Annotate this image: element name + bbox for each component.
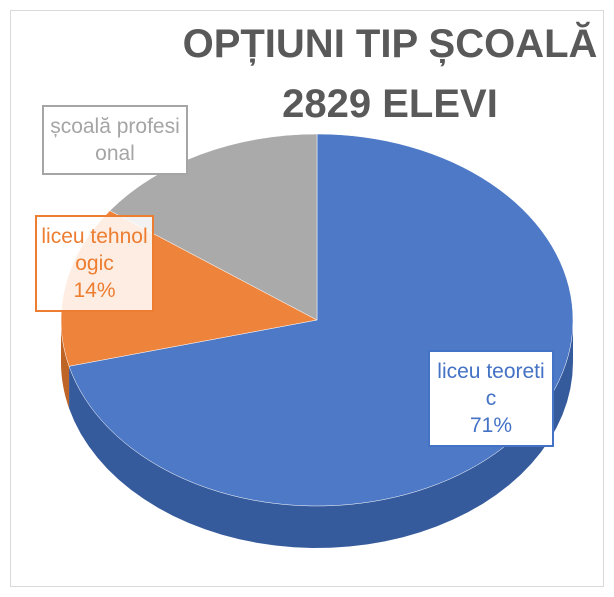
pie-slice-side [61, 320, 70, 409]
data-label: liceu tehnologic 14% [35, 215, 154, 312]
data-label-value: 14% [73, 279, 116, 302]
data-label-value: 71% [469, 414, 513, 437]
data-label-category: liceu teoretic [437, 360, 545, 410]
data-label-category: școală profesional [50, 115, 180, 165]
pie-slice-side [69, 320, 573, 548]
pie-slice [109, 133, 318, 321]
data-label: școală profesional [42, 105, 188, 175]
data-label: liceu teoretic 71% [428, 350, 554, 447]
chart-frame [10, 10, 604, 587]
chart-subtitle: 2829 ELEVI [282, 82, 498, 126]
data-label-category: liceu tehnologic [41, 225, 148, 275]
chart-title: OPȚIUNI TIP ȘCOALĂ [182, 22, 598, 66]
